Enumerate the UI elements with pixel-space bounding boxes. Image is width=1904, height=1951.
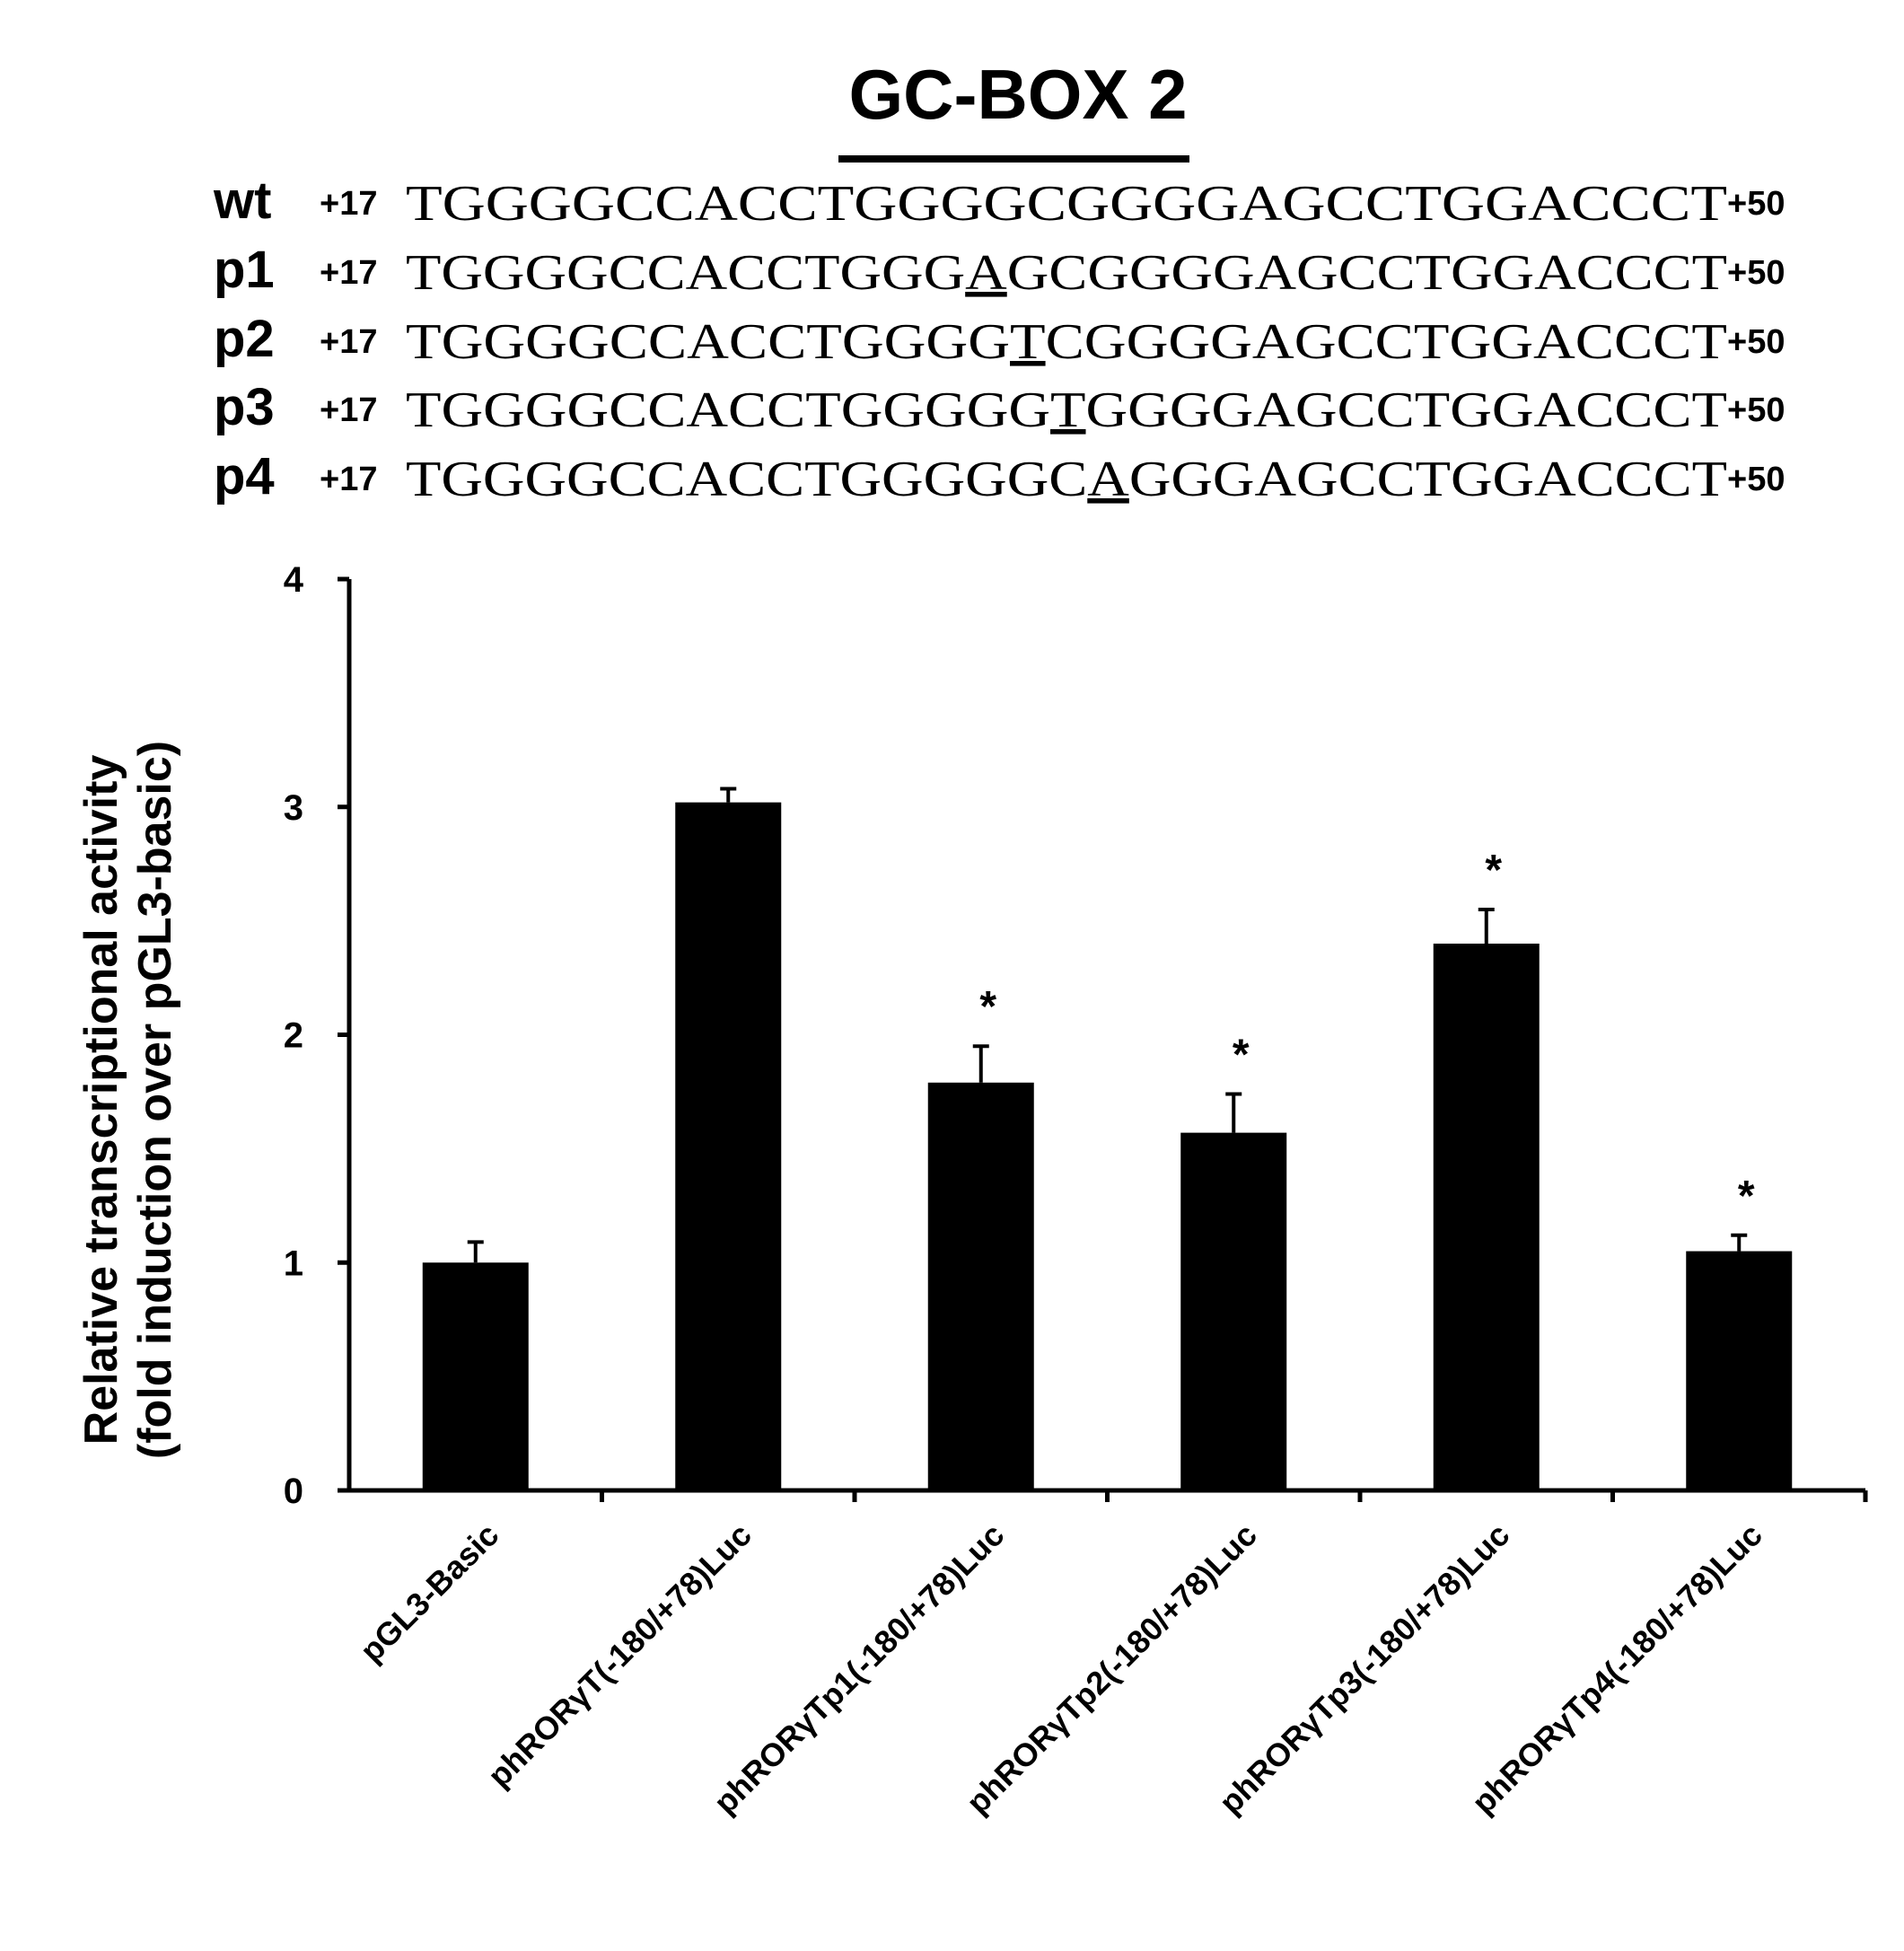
sequence-end-position: +50	[1727, 254, 1785, 292]
bar-chart: Relative transcriptional activity (fold …	[75, 560, 1868, 1821]
sequence-end-position: +50	[1727, 391, 1785, 429]
significance-marker: *	[979, 983, 996, 1031]
y-tick-label: 3	[284, 788, 303, 828]
mutated-base: T	[1050, 382, 1085, 438]
sequence-row-p3: p3 +17 TGGGGCCACCTGGGGG TGGGGAGCCTGGACCCT +5…	[214, 378, 1785, 438]
sequence-text: TGGGGCCACCTGGGGGC A GGGAGCCTGGACCCT	[406, 452, 1727, 507]
sequence-row-p4: p4 +17 TGGGGCCACCTGGGGGC A GGGAGCCTGGACCCT +5…	[214, 447, 1785, 507]
sequence-label: p1	[214, 241, 275, 299]
sequence-text: TGGGGCCACCTGGGGCGGGGAGCCTGGACCCT	[406, 176, 1727, 232]
sequence-start-position: +17	[320, 254, 377, 292]
sequence-start-position: +17	[320, 185, 377, 223]
sequence-label: wt	[213, 171, 271, 230]
y-axis-label-line-2: (fold induction over pGL3-basic)	[129, 741, 181, 1459]
x-tick-label: phRORγT(-180/+78)Luc	[480, 1516, 759, 1795]
y-tick-label: 0	[284, 1472, 303, 1511]
y-tick-label: 4	[284, 560, 304, 600]
y-axis-label-line-1: Relative transcriptional activity	[75, 755, 127, 1446]
sequence-start-position: +17	[320, 461, 377, 498]
bar	[1180, 1132, 1287, 1490]
x-tick-label: phRORγTp4(-180/+78)Luc	[1464, 1516, 1768, 1821]
bars: * * * *	[422, 787, 1793, 1490]
y-tick-label: 2	[284, 1016, 303, 1056]
x-tick-label: pGL3-Basic	[353, 1516, 505, 1669]
mutated-base: T	[1010, 314, 1046, 370]
bar	[1433, 944, 1540, 1490]
sequence-text: TGGGGCCACCTGGG A GCGGGGAGCCTGGACCCT	[406, 245, 1727, 301]
x-tick-label: phRORγTp3(-180/+78)Luc	[1212, 1516, 1516, 1821]
significance-marker: *	[1485, 847, 1502, 894]
sequence-text: TGGGGCCACCTGGGGG TGGGGAGCCTGGACCCT	[406, 382, 1727, 438]
y-axis-ticks: 0 1 2 3 4	[284, 560, 349, 1511]
sequence-end-position: +50	[1727, 461, 1785, 498]
sequence-end-position: +50	[1727, 323, 1785, 361]
sequence-end-position: +50	[1727, 185, 1785, 223]
sequence-label: p2	[214, 310, 275, 368]
sequence-start-position: +17	[320, 323, 377, 361]
bar	[675, 802, 782, 1490]
significance-marker: *	[1233, 1031, 1250, 1078]
bar	[422, 1262, 529, 1490]
mutated-base: A	[965, 245, 1007, 301]
sequence-row-p2: p2 +17 TGGGGCCACCTGGGG TCGGGGAGCCTGGACCCT +5…	[214, 310, 1785, 370]
sequence-rows: wt +17 TGGGGCCACCTGGGGCGGGGAGCCTGGACCCT +50…	[213, 171, 1785, 507]
gc-box-title: GC-BOX 2	[848, 55, 1187, 134]
x-axis-ticks: pGL3-BasicphRORγT(-180/+78)LucphRORγTp1(…	[353, 1490, 1868, 1821]
sequence-label: p3	[214, 378, 275, 436]
y-tick-label: 1	[284, 1244, 303, 1283]
significance-marker: *	[1738, 1173, 1755, 1220]
y-axis-label: Relative transcriptional activity (fold …	[75, 741, 181, 1459]
sequence-row-wt: wt +17 TGGGGCCACCTGGGGCGGGGAGCCTGGACCCT +50	[213, 171, 1785, 232]
sequence-text: TGGGGCCACCTGGGG TCGGGGAGCCTGGACCCT	[406, 314, 1727, 370]
sequence-label: p4	[214, 447, 275, 505]
sequence-row-p1: p1 +17 TGGGGCCACCTGGG A GCGGGGAGCCTGGACCCT +5…	[214, 241, 1785, 301]
mutated-base: A	[1087, 452, 1129, 507]
bar	[1686, 1251, 1793, 1490]
x-tick-label: phRORγTp2(-180/+78)Luc	[959, 1516, 1263, 1821]
bar	[927, 1082, 1034, 1490]
sequence-start-position: +17	[320, 391, 377, 429]
x-tick-label: phRORγTp1(-180/+78)Luc	[706, 1516, 1011, 1821]
